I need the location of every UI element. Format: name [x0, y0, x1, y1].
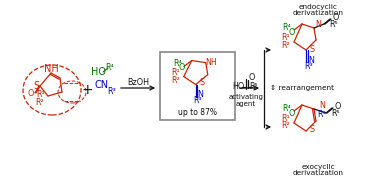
Text: R³: R³ — [108, 87, 116, 95]
Text: S: S — [310, 45, 314, 53]
Text: exocyclic: exocyclic — [301, 164, 335, 170]
Text: R¹: R¹ — [37, 90, 45, 98]
Text: R²: R² — [171, 76, 180, 85]
Text: up to 87%: up to 87% — [178, 107, 217, 117]
Bar — [160, 52, 235, 120]
Text: R⁴: R⁴ — [174, 59, 182, 68]
Text: O: O — [335, 102, 341, 110]
Text: R³: R³ — [318, 110, 326, 119]
Text: NH: NH — [43, 64, 58, 74]
Text: N: N — [319, 100, 325, 110]
Text: R¹: R¹ — [171, 68, 180, 77]
Text: R²: R² — [36, 97, 44, 107]
Text: activating
agent: activating agent — [229, 93, 263, 107]
Text: +: + — [81, 83, 93, 97]
Text: NH: NH — [205, 58, 217, 67]
Text: R⁵: R⁵ — [250, 82, 258, 90]
Text: derivatization: derivatization — [293, 170, 344, 176]
Text: R³: R³ — [194, 96, 202, 105]
Text: O: O — [289, 28, 295, 36]
Text: N: N — [315, 19, 321, 28]
Text: CN: CN — [95, 80, 109, 90]
Text: N: N — [197, 90, 203, 99]
Text: endocyclic: endocyclic — [299, 4, 338, 10]
Text: R¹: R¹ — [282, 114, 290, 122]
Text: O: O — [178, 63, 185, 72]
Text: R²: R² — [282, 122, 290, 130]
Text: S: S — [199, 78, 204, 87]
Text: R¹: R¹ — [282, 33, 290, 41]
Text: HO: HO — [232, 82, 244, 90]
Text: derivatization: derivatization — [293, 10, 344, 16]
Text: ⇕ rearrangement: ⇕ rearrangement — [270, 85, 334, 91]
Text: N: N — [308, 56, 314, 65]
Text: R³: R³ — [305, 61, 313, 70]
Text: S: S — [33, 81, 39, 91]
Text: HO: HO — [90, 67, 105, 77]
Text: O: O — [28, 88, 34, 97]
Text: R⁴: R⁴ — [283, 23, 291, 31]
Text: O: O — [333, 13, 339, 21]
Text: R⁵: R⁵ — [332, 108, 340, 117]
Text: R⁴: R⁴ — [283, 103, 291, 112]
Text: BzOH: BzOH — [127, 78, 149, 87]
Text: R²: R² — [282, 41, 290, 50]
Text: R⁴: R⁴ — [105, 63, 115, 71]
Text: S: S — [310, 125, 314, 134]
Text: O: O — [289, 108, 295, 117]
Text: R⁵: R⁵ — [330, 19, 338, 28]
Text: O: O — [249, 73, 255, 82]
